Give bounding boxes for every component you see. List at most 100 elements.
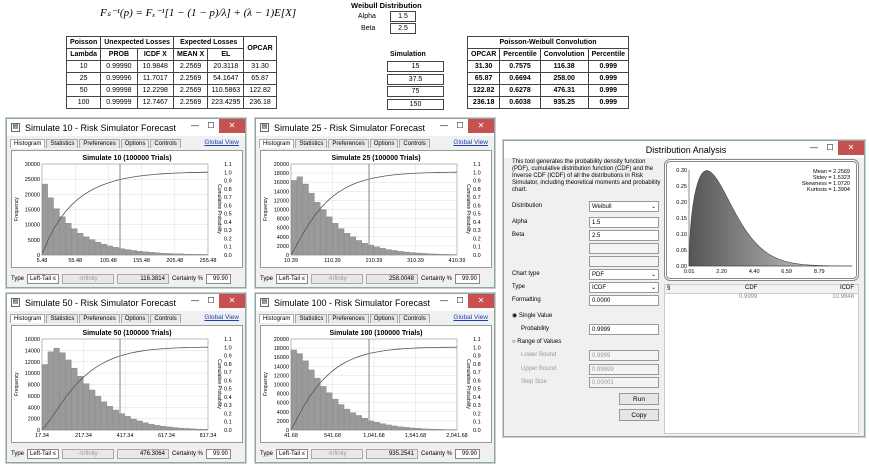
y2-tick-label: 0.4 (224, 220, 232, 226)
copy-button[interactable]: Copy (619, 409, 659, 421)
certainty-input[interactable]: 99.90 (455, 274, 480, 284)
dist-alpha-input[interactable]: 1.5 (589, 217, 659, 228)
y2-tick-label: 1.0 (473, 170, 481, 176)
tab-controls[interactable]: Controls (150, 139, 181, 148)
global-view-link[interactable]: Global View (204, 139, 239, 146)
minimize-icon[interactable]: — (191, 121, 199, 130)
type-value: ICDF (592, 285, 606, 291)
tab-options[interactable]: Options (120, 314, 150, 323)
upper-value[interactable]: 935.2541 (365, 449, 418, 459)
tab-controls[interactable]: Controls (399, 314, 430, 323)
close-icon[interactable]: ✕ (468, 294, 494, 308)
tab-statistics[interactable]: Statistics (295, 139, 328, 148)
tab-options[interactable]: Options (120, 139, 150, 148)
results-icdf-value: 10.9848 (832, 294, 854, 300)
upper-value[interactable]: 116.3814 (116, 274, 169, 284)
tab-preferences[interactable]: Preferences (328, 139, 369, 148)
upper-value[interactable]: 258.0048 (365, 274, 418, 284)
tab-preferences[interactable]: Preferences (79, 139, 120, 148)
tab-histogram[interactable]: Histogram (10, 314, 46, 323)
tail-select[interactable]: Left-Tail ≤ (27, 449, 59, 459)
close-icon[interactable]: ✕ (468, 119, 494, 133)
maximize-icon[interactable]: ☐ (826, 143, 834, 152)
minimize-icon[interactable]: — (191, 296, 199, 305)
global-view-link[interactable]: Global View (453, 139, 488, 146)
upper-value[interactable]: 476.3064 (116, 449, 169, 459)
y-tick-label: 4000 (277, 410, 289, 416)
dist-param3-input[interactable] (589, 243, 659, 254)
tab-controls[interactable]: Controls (150, 314, 181, 323)
plot-frame (41, 338, 209, 431)
tab-statistics[interactable]: Statistics (46, 314, 79, 323)
maximize-icon[interactable]: ☐ (207, 121, 215, 130)
histogram-bar (356, 240, 362, 256)
tail-select[interactable]: Left-Tail ≤ (276, 449, 308, 459)
dist-param4-input[interactable] (589, 256, 659, 267)
maximize-icon[interactable]: ☐ (456, 121, 464, 130)
forecast-titlebar[interactable]: ▤ Simulate 10 - Risk Simulator Forecast — ☐… (7, 119, 245, 136)
stat-label: Kurtosis = 1.3904 (807, 187, 850, 193)
tab-statistics[interactable]: Statistics (295, 314, 328, 323)
y2-tick-label: 0.9 (473, 179, 481, 185)
tab-histogram[interactable]: Histogram (259, 139, 295, 148)
maximize-icon[interactable]: ☐ (207, 296, 215, 305)
tab-preferences[interactable]: Preferences (79, 314, 120, 323)
y-tick-label: 25000 (25, 177, 40, 183)
upper-bound-input[interactable]: 0.99999 (589, 364, 659, 375)
certainty-input[interactable]: 99.90 (455, 449, 480, 459)
step-size-input[interactable]: 0.00001 (589, 377, 659, 388)
histogram-bar (344, 233, 351, 256)
certainty-input[interactable]: 99.90 (206, 274, 231, 284)
maximize-icon[interactable]: ☐ (456, 296, 464, 305)
minimize-icon[interactable]: — (440, 296, 448, 305)
tail-select[interactable]: Left-Tail ≤ (276, 274, 308, 284)
simulation-cell: 15 (387, 61, 444, 72)
tab-histogram[interactable]: Histogram (10, 139, 46, 148)
y-tick-label: 16000 (274, 355, 289, 361)
tab-statistics[interactable]: Statistics (46, 139, 79, 148)
distribution-select[interactable]: Weibull ⌄ (589, 201, 659, 212)
histogram-bar (142, 422, 149, 431)
y2-tick-label: 0.7 (473, 370, 481, 376)
tab-histogram[interactable]: Histogram (259, 314, 295, 323)
certainty-input[interactable]: 99.90 (206, 449, 231, 459)
run-button[interactable]: Run (619, 393, 659, 405)
minimize-icon[interactable]: — (810, 143, 818, 152)
lower-bound-input[interactable]: 0.9999 (589, 350, 659, 361)
tab-controls[interactable]: Controls (399, 139, 430, 148)
single-value-radio[interactable]: ◉ Single Value (512, 312, 552, 319)
chart-type-select[interactable]: PDF ⌄ (589, 269, 659, 280)
close-icon[interactable]: ✕ (838, 141, 864, 155)
y2-axis-label: Cumulative Probability (465, 359, 471, 409)
type-select[interactable]: ICDF ⌄ (589, 282, 659, 293)
close-icon[interactable]: ✕ (219, 119, 245, 133)
tail-select[interactable]: Left-Tail ≤ (27, 274, 59, 284)
global-view-link[interactable]: Global View (453, 314, 488, 321)
global-view-link[interactable]: Global View (204, 314, 239, 321)
table-cell: 25 (65, 72, 102, 85)
dist-titlebar[interactable]: Distribution Analysis — ☐ ✕ (504, 141, 864, 158)
dist-beta-input[interactable]: 2.5 (589, 230, 659, 241)
close-icon[interactable]: ✕ (219, 294, 245, 308)
y-tick-label: 8000 (28, 383, 40, 389)
x-tick-label: 210.39 (366, 258, 383, 264)
forecast-titlebar[interactable]: ▤ Simulate 25 - Risk Simulator Forecast — ☐… (256, 119, 494, 136)
tab-options[interactable]: Options (369, 139, 399, 148)
forecast-titlebar[interactable]: ▤ Simulate 50 - Risk Simulator Forecast — ☐… (7, 294, 245, 311)
forecast-window: ▤ Simulate 50 - Risk Simulator Forecast — ☐… (6, 293, 246, 463)
tab-options[interactable]: Options (369, 314, 399, 323)
x-tick-label: 6.59 (781, 269, 792, 275)
table-cell: 31.30 (466, 60, 501, 73)
y2-tick-label: 0.6 (473, 203, 481, 209)
results-cdf-value: 0.9999 (739, 294, 758, 300)
range-values-radio[interactable]: ○ Range of Values (512, 339, 561, 345)
formatting-input[interactable]: 0.0000 (589, 295, 659, 306)
lower-bound-label: Lower Bound (521, 352, 557, 358)
tab-preferences[interactable]: Preferences (328, 314, 369, 323)
probability-input[interactable]: 0.9999 (589, 324, 659, 335)
y-tick-label: 18000 (274, 346, 289, 352)
type-label: Type (512, 284, 526, 290)
forecast-titlebar[interactable]: ▤ Simulate 100 - Risk Simulator Forecast —… (256, 294, 494, 311)
y-tick-label: 2000 (28, 417, 40, 423)
minimize-icon[interactable]: — (440, 121, 448, 130)
